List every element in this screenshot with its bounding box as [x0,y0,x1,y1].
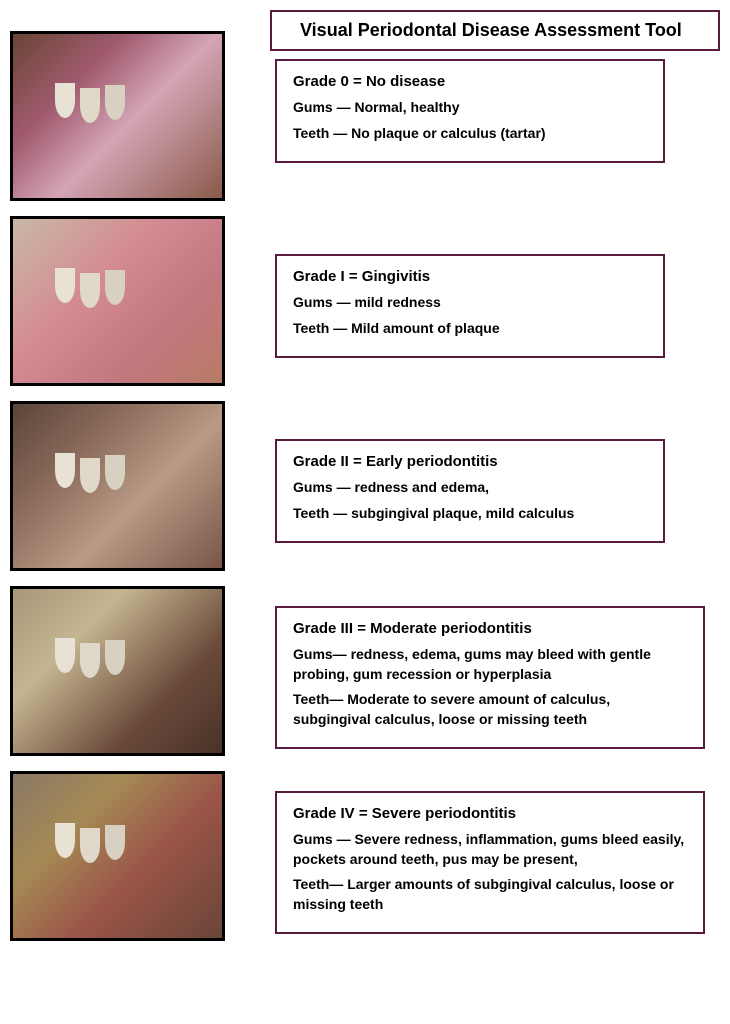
teeth-label-2: Teeth — subgingival plaque, mild calculu… [293,504,647,524]
grade-row-3: Grade III = Moderate periodontitis Gums—… [10,586,720,756]
gums-label-0: Gums — Normal, healthy [293,98,647,118]
grade-image-1 [10,216,225,386]
teeth-label-4: Teeth— Larger amounts of subgingival cal… [293,875,687,914]
info-box-0: Grade 0 = No disease Gums — Normal, heal… [275,59,665,163]
grade-image-3 [10,586,225,756]
grade-row-2: Grade II = Early periodontitis Gums — re… [10,401,720,571]
gums-label-1: Gums — mild redness [293,293,647,313]
grade-title-0: Grade 0 = No disease [293,73,647,90]
teeth-label-0: Teeth — No plaque or calculus (tartar) [293,124,647,144]
grade-row-0: Grade 0 = No disease Gums — Normal, heal… [10,21,720,201]
grade-row-1: Grade I = Gingivitis Gums — mild redness… [10,216,720,386]
teeth-label-1: Teeth — Mild amount of plaque [293,319,647,339]
grade-image-4 [10,771,225,941]
assessment-tool-container: Visual Periodontal Disease Assessment To… [10,10,720,941]
info-box-4: Grade IV = Severe periodontitis Gums — S… [275,791,705,934]
grade-title-3: Grade III = Moderate periodontitis [293,620,687,637]
grade-image-0 [10,31,225,201]
info-box-2: Grade II = Early periodontitis Gums — re… [275,439,665,543]
info-box-1: Grade I = Gingivitis Gums — mild redness… [275,254,665,358]
gums-label-3: Gums— redness, edema, gums may bleed wit… [293,645,687,684]
grade-title-4: Grade IV = Severe periodontitis [293,805,687,822]
gums-label-4: Gums — Severe redness, inflammation, gum… [293,830,687,869]
grade-title-1: Grade I = Gingivitis [293,268,647,285]
grade-title-2: Grade II = Early periodontitis [293,453,647,470]
gums-label-2: Gums — redness and edema, [293,478,647,498]
grade-image-2 [10,401,225,571]
teeth-label-3: Teeth— Moderate to severe amount of calc… [293,690,687,729]
info-box-3: Grade III = Moderate periodontitis Gums—… [275,606,705,749]
grade-row-4: Grade IV = Severe periodontitis Gums — S… [10,771,720,941]
